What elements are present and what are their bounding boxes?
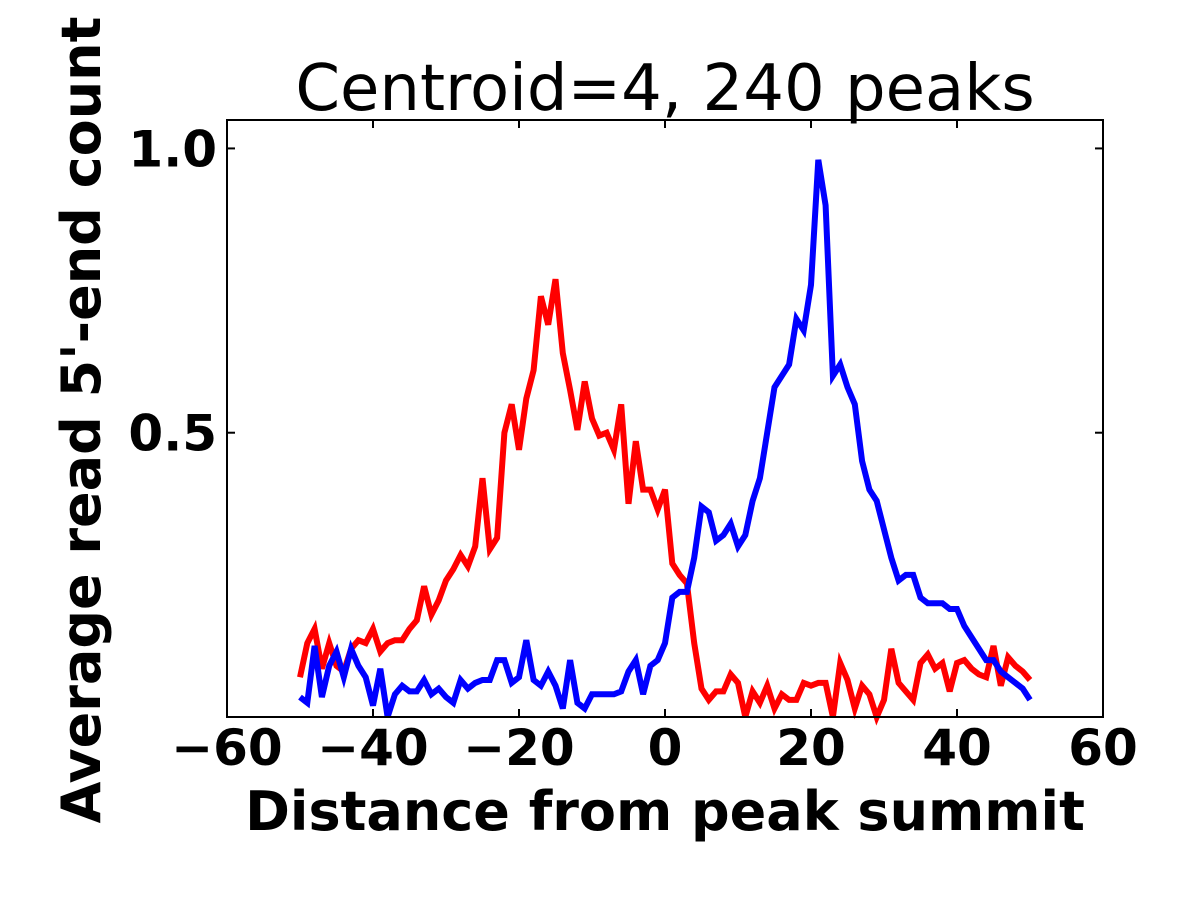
series-line-2 bbox=[298, 159, 1033, 718]
x-axis-label: Distance from peak summit bbox=[245, 780, 1085, 843]
x-tick-label: 60 bbox=[1068, 719, 1138, 777]
x-tick-label: 0 bbox=[648, 719, 683, 777]
chart-title: Centroid=4, 240 peaks bbox=[295, 52, 1034, 126]
x-tick-label: 20 bbox=[776, 719, 846, 777]
y-axis-label: Average read 5'-end count bbox=[50, 17, 113, 824]
y-tick-label: 1.0 bbox=[128, 120, 217, 178]
series-line-1 bbox=[297, 278, 1033, 726]
x-tick-label: −40 bbox=[317, 719, 428, 777]
y-axis: 0.5 1.0 bbox=[128, 120, 1103, 463]
x-tick-label: 40 bbox=[922, 719, 992, 777]
x-tick-label: −20 bbox=[463, 719, 574, 777]
x-tick-label: −60 bbox=[171, 719, 282, 777]
x-axis: −60 −40 −20 0 20 40 60 bbox=[171, 120, 1138, 777]
y-tick-label: 0.5 bbox=[128, 405, 217, 463]
series-layer bbox=[297, 159, 1033, 726]
